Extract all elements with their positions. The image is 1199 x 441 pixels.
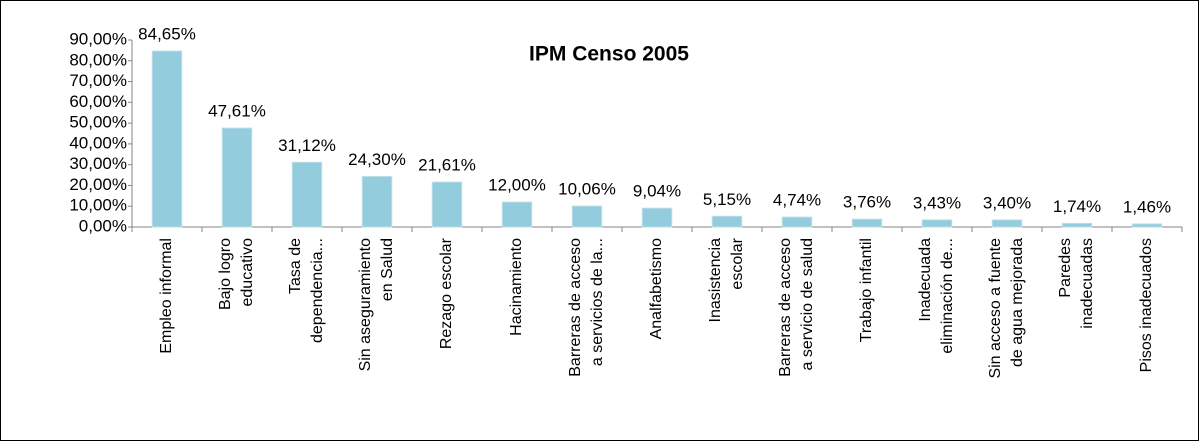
value-label: 24,30% <box>348 150 406 169</box>
value-label: 3,40% <box>983 193 1031 212</box>
x-tick-label: Bajo logro educativo <box>217 238 256 310</box>
y-tick-label: 80,00% <box>69 50 127 69</box>
x-tick-label: Pisos inadecuados <box>1138 238 1155 372</box>
x-tick-label: Sin acceso a fuente de agua mejorada <box>987 238 1026 379</box>
bar <box>291 161 323 228</box>
bar <box>1061 222 1093 228</box>
x-tick-label: Inasistencia escolar <box>707 237 746 322</box>
y-tick-label: 50,00% <box>69 113 127 132</box>
bar <box>221 127 253 228</box>
bar <box>991 219 1023 228</box>
bar <box>851 218 883 228</box>
bar <box>431 181 463 228</box>
y-tick-label: 30,00% <box>69 154 127 173</box>
value-label: 4,74% <box>773 191 821 210</box>
x-tick-label: Inadecuada eliminación de... <box>917 238 956 354</box>
bar <box>571 205 603 228</box>
value-label: 12,00% <box>488 176 546 195</box>
value-label: 9,04% <box>633 182 681 201</box>
y-tick-label: 90,00% <box>69 29 127 48</box>
y-tick-label: 20,00% <box>69 175 127 194</box>
y-tick-label: 60,00% <box>69 92 127 111</box>
bar <box>361 176 393 228</box>
value-label: 3,43% <box>913 193 961 212</box>
bar <box>1131 223 1163 228</box>
y-tick-label: 70,00% <box>69 71 127 90</box>
y-tick-label: 10,00% <box>69 196 127 215</box>
x-tick-label: Trabajo infantil <box>858 238 875 342</box>
value-label: 10,06% <box>558 180 616 199</box>
x-tick-label: Barreras de acceso a servicio de salud <box>777 238 816 377</box>
value-label: 5,15% <box>703 190 751 209</box>
bar <box>501 201 533 228</box>
chart-title: IPM Censo 2005 <box>529 43 689 66</box>
y-tick-label: 40,00% <box>69 133 127 152</box>
x-tick-label: Rezago escolar <box>438 237 455 349</box>
x-tick-label: Tasa de dependencia... <box>287 238 326 343</box>
value-label: 1,46% <box>1123 197 1171 216</box>
bar <box>711 215 743 228</box>
bar <box>151 50 183 228</box>
value-label: 31,12% <box>278 136 336 155</box>
x-tick-label: Analfabetismo <box>648 238 665 339</box>
x-tick-label: Sin aseguramiento en Salud <box>357 238 396 372</box>
value-label: 21,61% <box>418 156 476 175</box>
bar <box>781 216 813 228</box>
bar <box>641 207 673 228</box>
x-tick-label: Barreras de acceso a servicios de la... <box>567 238 606 377</box>
x-tick-label: Hacinamiento <box>508 238 525 336</box>
x-tick-label: Empleo informal <box>158 238 175 354</box>
x-tick-label: Paredes inadecuadas <box>1057 238 1096 329</box>
y-tick-label: 0,00% <box>79 216 127 235</box>
value-label: 84,65% <box>138 25 196 44</box>
value-label: 1,74% <box>1053 197 1101 216</box>
value-label: 47,61% <box>208 102 266 121</box>
bar <box>921 219 953 228</box>
value-label: 3,76% <box>843 193 891 212</box>
